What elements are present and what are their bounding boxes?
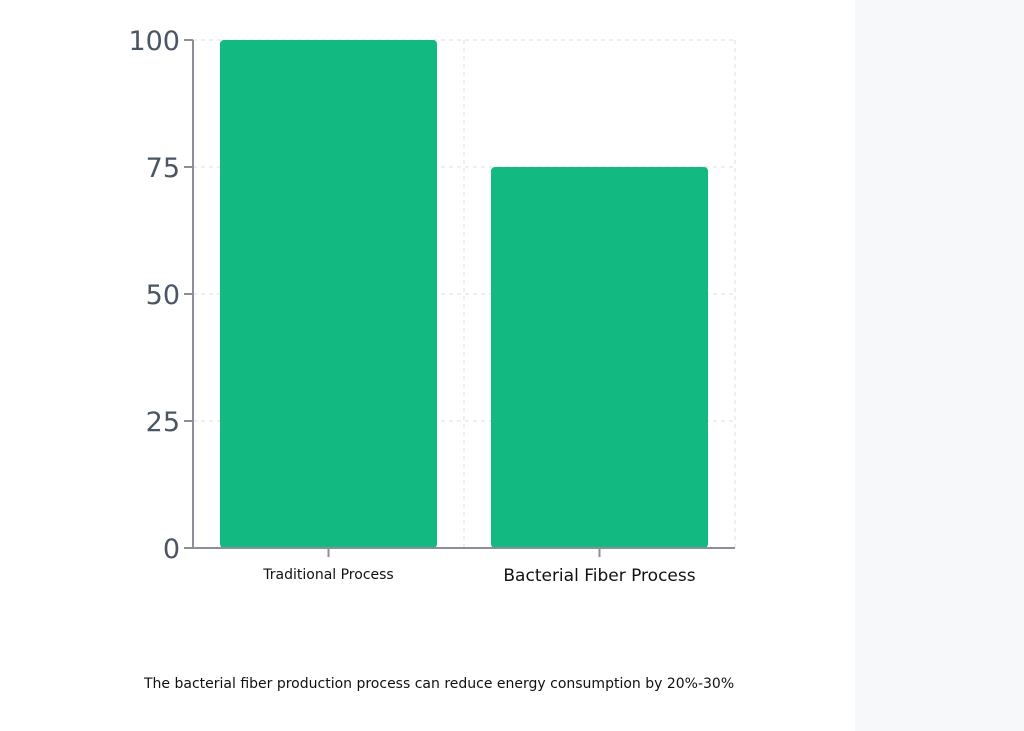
- side-panel: [855, 0, 1024, 731]
- tick-labels: 0 25 50 75 100 Traditional Process Bacterial F…: [128, 26, 695, 586]
- axes: [184, 39, 735, 557]
- y-tick-label: 100: [128, 26, 180, 57]
- bar-chart: 0 25 50 75 100 Traditional Process Bacterial F…: [128, 26, 736, 586]
- x-tick-label: Bacterial Fiber Process: [503, 566, 695, 586]
- bar-traditional-process: [220, 40, 437, 548]
- bars: [220, 40, 708, 548]
- bar-bacterial-fiber-process: [491, 167, 708, 548]
- y-tick-label: 50: [146, 280, 180, 311]
- chart-caption: The bacterial fiber production process c…: [144, 676, 735, 692]
- y-tick-label: 25: [146, 407, 180, 438]
- x-tick-label: Traditional Process: [262, 567, 393, 583]
- y-tick-label: 75: [146, 153, 180, 184]
- y-tick-label: 0: [163, 534, 180, 565]
